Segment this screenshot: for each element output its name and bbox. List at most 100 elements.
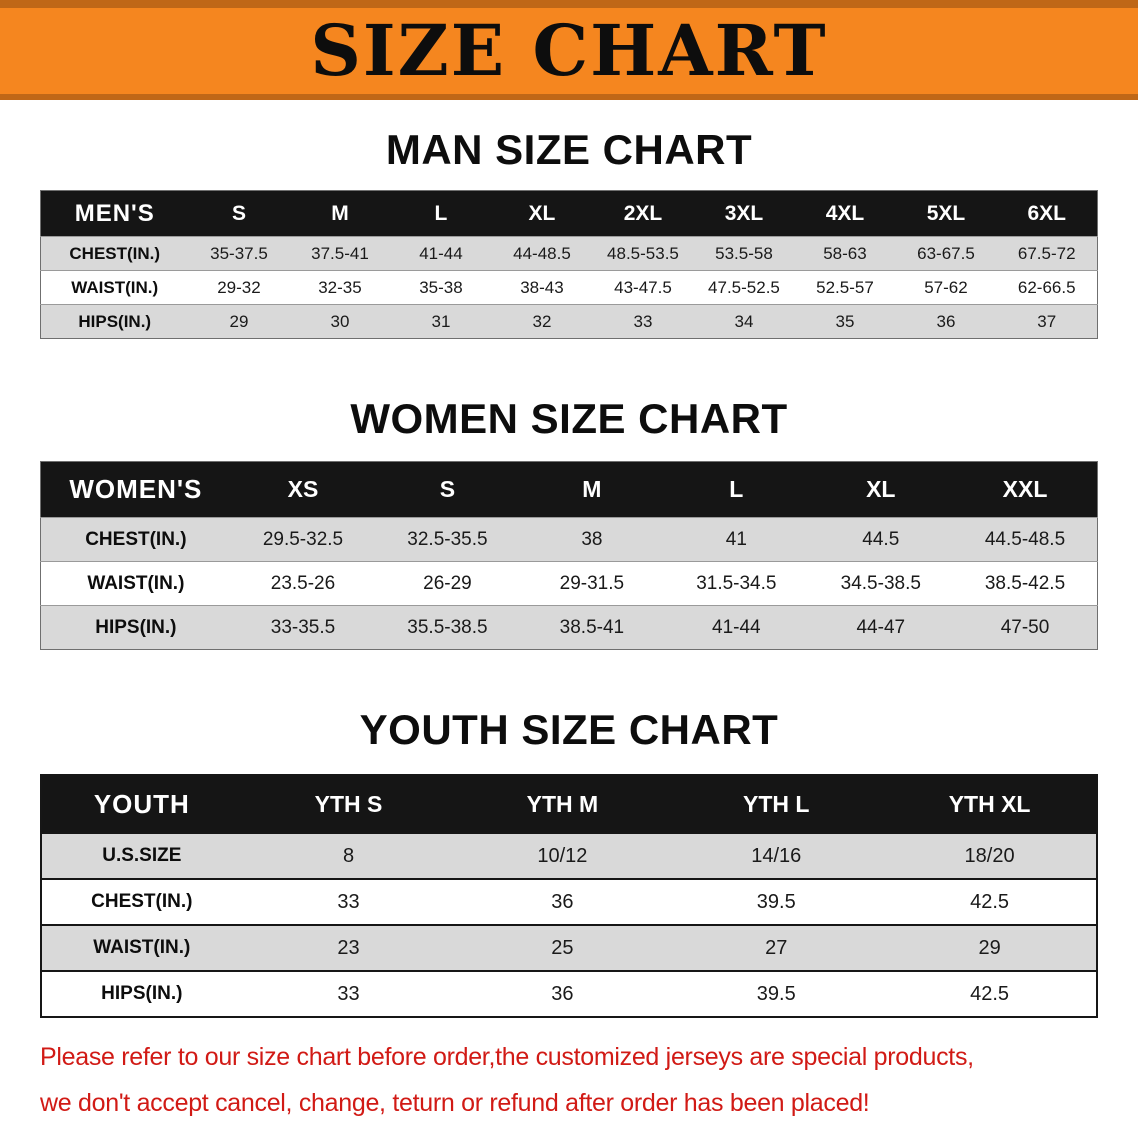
size-value-cell: 33 [337,982,360,1005]
size-value-cell: 34.5-38.5 [840,572,921,594]
size-value-cell: 42.5 [970,890,1010,913]
men-size-section: MAN SIZE CHART MEN'S S M L XL 2XL 3XL 4XL 5XL 6XL… [0,126,1138,339]
size-value-cell: 36 [551,982,574,1005]
size-column-header: 5XL [895,190,997,237]
row-label: HIPS(IN.) [101,983,183,1004]
row-label: WAIST(IN.) [93,937,191,958]
size-value-cell: 42.5 [970,982,1010,1005]
men-size-heading: MAN SIZE CHART [385,126,753,173]
size-column-header: XL [491,190,593,237]
size-column-header: 3XL [693,190,795,237]
size-value-cell: 25 [551,936,574,959]
size-value-cell: 18/20 [964,844,1015,867]
size-value-cell: 38-43 [520,277,564,297]
size-value-cell: 38 [581,528,603,550]
youth-size-section: YOUTH SIZE CHART YOUTH YTH S YTH M YTH L YTH… [0,706,1138,1018]
size-value-cell: 41-44 [419,243,463,263]
size-value-cell: 63-67.5 [917,243,975,263]
row-label: U.S.SIZE [102,845,182,866]
size-column-header: 6XL [996,190,1098,237]
banner: SIZE CHART [0,0,1138,100]
size-column-header: XL [808,461,954,518]
size-value-cell: 44-48.5 [513,243,571,263]
size-value-cell: 38.5-41 [559,616,625,638]
table-title-cell: YOUTH [41,775,242,833]
disclaimer-line-2: we don't accept cancel, change, teturn o… [40,1089,870,1117]
youth-size-table: YOUTH YTH S YTH M YTH L YTH XL U.S.SIZE 8 10/12… [40,774,1098,1018]
size-value-cell: 33 [337,890,360,913]
size-value-cell: 29 [229,311,249,331]
size-value-cell: 36 [551,890,574,913]
table-row: HIPS(IN.) 29 30 31 32 33 34 35 36 37 [40,304,1098,339]
page-title: SIZE CHART [310,9,828,92]
table-header-row: WOMEN'S XS S M L XL XXL [40,461,1098,518]
size-value-cell: 67.5-72 [1017,243,1076,263]
table-row: HIPS(IN.) 33 36 39.5 42.5 [41,971,1097,1017]
row-label: WAIST(IN.) [87,572,185,594]
size-value-cell: 47-50 [1000,616,1050,638]
table-row: CHEST(IN.) 35-37.5 37.5-41 41-44 44-48.5 48.5… [40,236,1098,271]
size-column-header: YTH XL [883,775,1097,833]
size-column-header: YTH L [669,775,884,833]
row-label: WAIST(IN.) [71,277,159,297]
table-row: CHEST(IN.) 33 36 39.5 42.5 [41,879,1097,925]
size-column-header: L [664,461,809,518]
size-column-header: S [375,461,520,518]
size-value-cell: 41-44 [712,616,761,638]
youth-size-heading: YOUTH SIZE CHART [359,706,779,753]
row-label: HIPS(IN.) [78,311,152,331]
size-value-cell: 41 [725,528,747,550]
table-row: HIPS(IN.) 33-35.5 35.5-38.5 38.5-41 41-44 44-… [40,605,1098,650]
table-row: WAIST(IN.) 23.5-26 26-29 29-31.5 31.5-34.5 34… [40,561,1098,606]
table-header-row: MEN'S S M L XL 2XL 3XL 4XL 5XL 6XL [40,190,1098,237]
size-value-cell: 30 [330,311,350,331]
women-size-section: WOMEN SIZE CHART WOMEN'S XS S M L XL XXL CHEST(… [0,395,1138,650]
table-row: WAIST(IN.) 29-32 32-35 35-38 38-43 43-47.5 47.… [40,270,1098,305]
size-value-cell: 44-47 [856,616,906,638]
row-label: HIPS(IN.) [95,616,177,638]
table-title-cell: MEN'S [40,190,189,237]
size-value-cell: 48.5-53.5 [607,243,679,263]
women-size-heading: WOMEN SIZE CHART [350,395,788,442]
table-header-row: YOUTH YTH S YTH M YTH L YTH XL [41,775,1097,833]
size-value-cell: 31.5-34.5 [696,572,777,594]
size-value-cell: 26-29 [423,572,472,594]
size-value-cell: 58-63 [823,243,867,263]
size-column-header: YTH M [455,775,670,833]
size-value-cell: 32.5-35.5 [407,528,488,550]
size-value-cell: 39.5 [756,890,796,913]
size-value-cell: 57-62 [924,277,968,297]
row-label: CHEST(IN.) [69,243,161,263]
table-row: CHEST(IN.) 29.5-32.5 32.5-35.5 38 41 44.5 44.5… [40,517,1098,562]
size-value-cell: 31 [431,311,451,331]
size-value-cell: 23.5-26 [270,572,336,594]
row-label: CHEST(IN.) [91,891,193,912]
row-label: CHEST(IN.) [85,528,187,550]
size-column-header: XXL [953,461,1098,518]
size-value-cell: 44.5-48.5 [984,528,1066,550]
size-value-cell: 39.5 [756,982,796,1005]
size-value-cell: 35.5-38.5 [407,616,488,638]
size-value-cell: 37 [1037,311,1057,331]
size-value-cell: 47.5-52.5 [708,277,780,297]
size-value-cell: 62-66.5 [1017,277,1076,297]
size-value-cell: 14/16 [751,844,802,867]
size-value-cell: 32 [532,311,552,331]
size-column-header: M [289,190,391,237]
disclaimer: Please refer to our size chart before or… [40,1034,1098,1126]
size-value-cell: 44.5 [862,528,900,550]
size-column-header: 4XL [794,190,896,237]
size-value-cell: 37.5-41 [311,243,369,263]
table-title-cell: WOMEN'S [40,461,231,518]
table-row: U.S.SIZE 8 10/12 14/16 18/20 [41,833,1097,879]
size-value-cell: 36 [936,311,956,331]
size-value-cell: 29-31.5 [559,572,625,594]
disclaimer-line-1: Please refer to our size chart before or… [40,1043,974,1071]
size-value-cell: 52.5-57 [816,277,874,297]
size-value-cell: 35 [835,311,855,331]
size-value-cell: 35-37.5 [210,243,268,263]
size-value-cell: 10/12 [537,844,588,867]
size-column-header: 2XL [592,190,694,237]
size-value-cell: 23 [337,936,360,959]
